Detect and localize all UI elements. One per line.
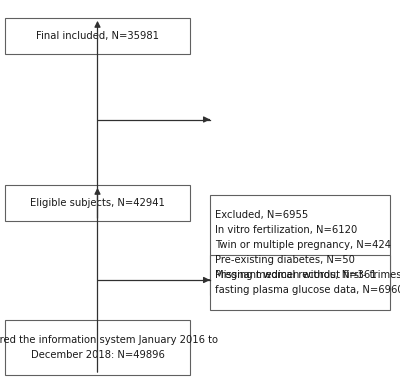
Bar: [5, 18, 190, 54]
Text: Entered the information system January 2016 to
December 2018: N=49896: Entered the information system January 2…: [0, 335, 218, 360]
Text: Excluded, N=6955
In vitro fertilization, N=6120
Twin or multiple pregnancy, N=42: Excluded, N=6955 In vitro fertilization,…: [215, 210, 391, 280]
Text: Eligible subjects, N=42941: Eligible subjects, N=42941: [30, 198, 165, 208]
Bar: [5, 185, 190, 221]
Bar: [210, 195, 390, 295]
Text: Final included, N=35981: Final included, N=35981: [36, 31, 159, 41]
Text: Pregnant women without first- trimester
fasting plasma glucose data, N=6960: Pregnant women without first- trimester …: [215, 270, 400, 295]
Bar: [5, 320, 190, 375]
Bar: [210, 255, 390, 310]
